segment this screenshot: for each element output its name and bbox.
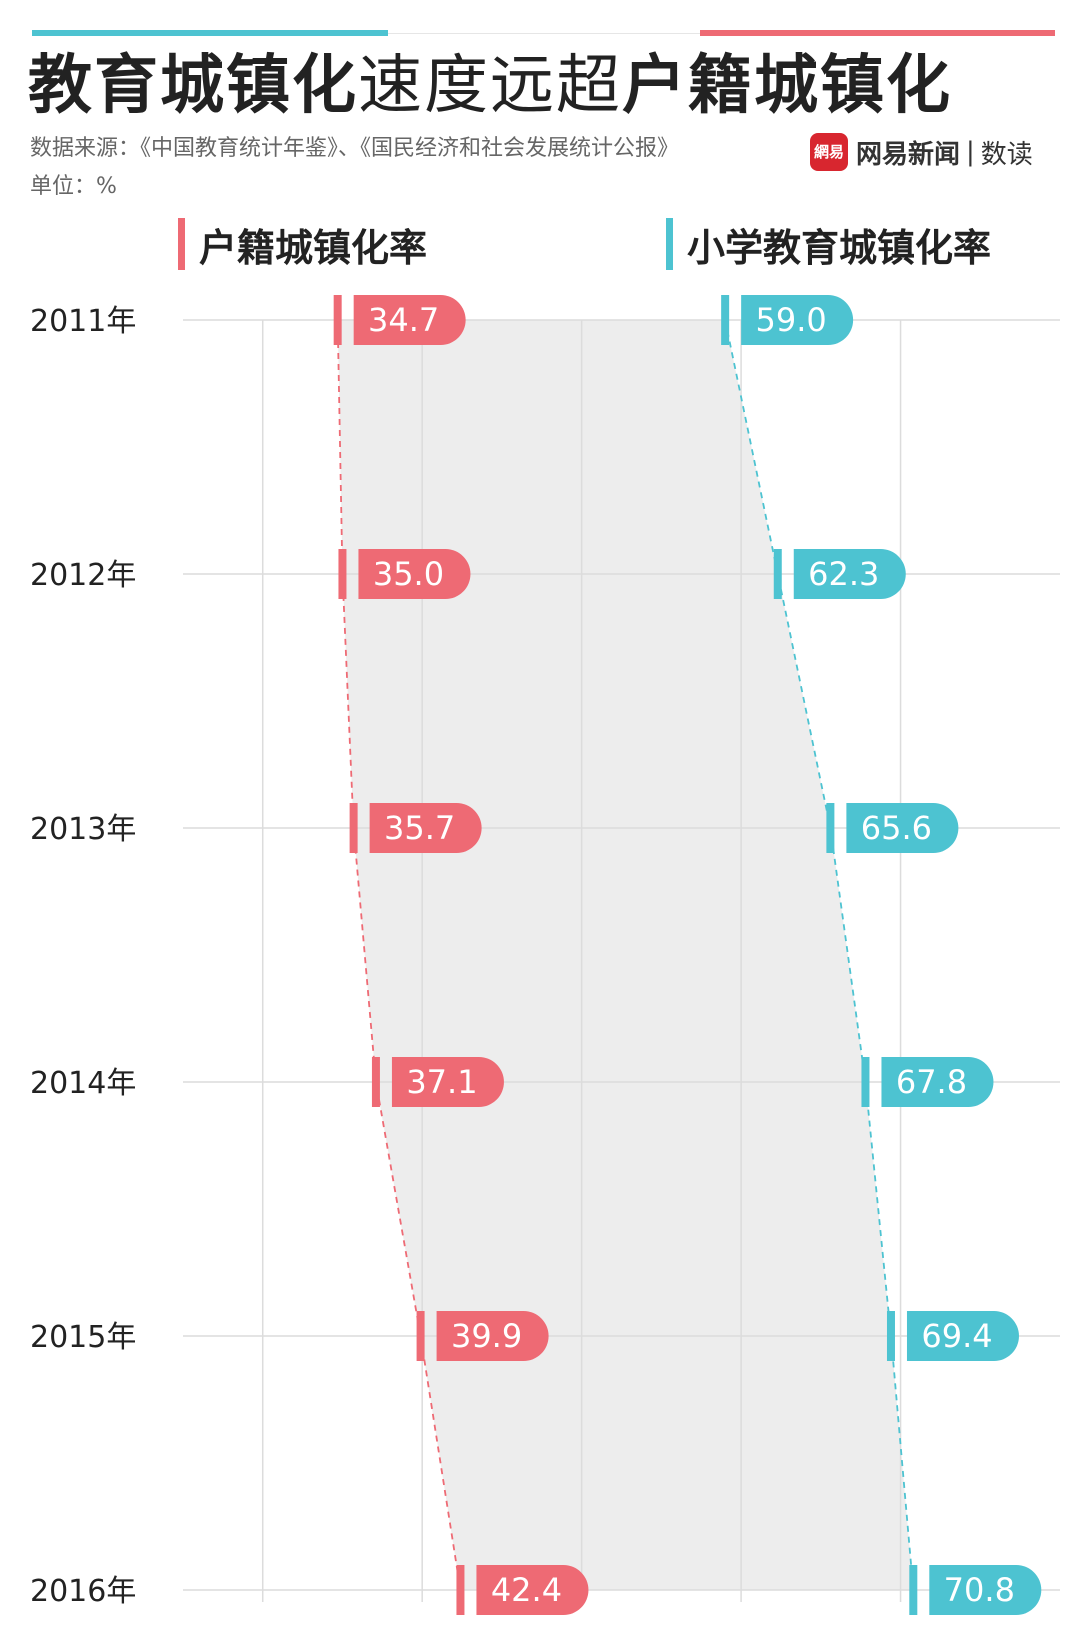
title-part-1: 教育城镇化	[28, 49, 358, 123]
value-pill-edu	[881, 1057, 994, 1107]
year-label: 2015年	[30, 1320, 136, 1355]
top-accent-bar-teal	[32, 30, 388, 36]
series-label-hukou: 户籍城镇化率	[199, 225, 428, 270]
value-marker-edu	[861, 1057, 870, 1107]
top-accent-bar-pink	[700, 30, 1055, 36]
brand-sub: 数读	[980, 139, 1033, 170]
series-header-edu: 小学教育城镇化率	[666, 218, 991, 270]
value-marker-hukou	[416, 1311, 425, 1361]
value-pill-hukou	[391, 1057, 504, 1107]
value-marker-hukou	[456, 1565, 465, 1615]
series-connector-edu	[724, 319, 915, 1591]
data-label-edu: 65.6	[861, 809, 932, 847]
value-pill-hukou	[358, 549, 471, 599]
value-marker-edu	[826, 803, 835, 853]
data-label-hukou: 35.0	[373, 555, 444, 593]
data-label-edu: 62.3	[808, 555, 879, 593]
value-marker-hukou	[338, 549, 347, 599]
value-pill-hukou	[476, 1565, 589, 1615]
value-pill-hukou	[369, 803, 482, 853]
unit-note: 单位：%	[30, 174, 117, 199]
value-marker-hukou	[333, 295, 342, 345]
value-marker-edu	[721, 295, 730, 345]
year-label: 2014年	[30, 1066, 136, 1101]
value-pill-edu	[929, 1565, 1042, 1615]
value-pill-hukou	[436, 1311, 549, 1361]
brand-name: 网易新闻	[856, 139, 961, 170]
data-label-edu: 70.8	[944, 1571, 1015, 1609]
value-marker-edu	[909, 1565, 918, 1615]
value-pill-edu	[846, 803, 959, 853]
value-pill-edu	[741, 295, 854, 345]
data-label-edu: 67.8	[896, 1063, 967, 1101]
series-marker-hukou	[178, 218, 185, 270]
title-part-2: 速度远超	[358, 49, 622, 123]
value-marker-edu	[773, 549, 782, 599]
year-label: 2013年	[30, 812, 136, 847]
title-part-3: 户籍城镇化	[622, 49, 952, 123]
data-label-hukou: 37.1	[406, 1063, 477, 1101]
data-label-hukou: 42.4	[491, 1571, 562, 1609]
data-label-edu: 59.0	[756, 301, 827, 339]
brand: 網易 网易新闻 | 数读	[810, 132, 1033, 172]
value-marker-hukou	[371, 1057, 380, 1107]
data-label-hukou: 34.7	[368, 301, 439, 339]
gap-band	[337, 320, 914, 1590]
year-label: 2011年	[30, 304, 136, 339]
series-label-edu: 小学教育城镇化率	[687, 225, 992, 270]
value-pill-edu	[793, 549, 906, 599]
brand-separator: |	[966, 137, 975, 167]
series-connector-hukou	[336, 319, 462, 1591]
source-note: 数据来源：《中国教育统计年鉴》、《国民经济和社会发展统计公报》	[30, 136, 680, 161]
data-label-hukou: 39.9	[451, 1317, 522, 1355]
series-header-hukou: 户籍城镇化率	[178, 218, 427, 270]
series-marker-edu	[666, 218, 673, 270]
chart-title: 教育城镇化速度远超户籍城镇化	[28, 44, 1058, 128]
data-label-hukou: 35.7	[384, 809, 455, 847]
value-marker-edu	[886, 1311, 895, 1361]
value-marker-hukou	[349, 803, 358, 853]
year-label: 2016年	[30, 1574, 136, 1609]
year-label: 2012年	[30, 558, 136, 593]
value-pill-edu	[906, 1311, 1019, 1361]
data-label-edu: 69.4	[921, 1317, 992, 1355]
netease-logo-icon: 網易	[810, 133, 848, 171]
top-accent-line	[388, 33, 700, 34]
value-pill-hukou	[353, 295, 466, 345]
